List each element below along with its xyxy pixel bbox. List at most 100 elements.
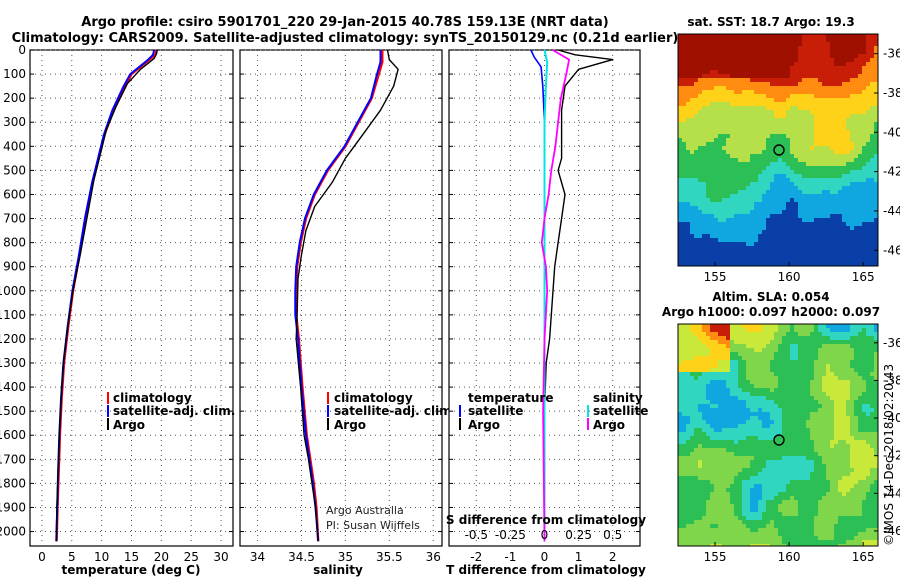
map-cell [754,348,759,353]
map-cell [750,58,755,63]
map-cell [678,94,683,99]
map-cell [866,408,871,413]
map-cell [762,460,767,465]
map-cell [742,396,747,401]
map-cell [786,234,791,239]
map-cell [870,352,875,357]
map-cell [874,456,879,461]
map-cell [730,102,735,107]
map-cell [826,98,831,103]
map-cell [842,460,847,465]
map-cell [834,324,839,329]
map-cell [694,78,699,83]
map-cell [858,380,863,385]
map-cell [790,178,795,183]
map-cell [758,194,763,199]
map-cell [734,42,739,47]
map-cell [798,178,803,183]
map-cell [786,242,791,247]
map-cell [862,210,867,215]
map-cell [742,340,747,345]
map-cell [834,262,839,267]
map-cell [834,94,839,99]
map-cell [734,54,739,59]
map-cell [774,376,779,381]
map-cell [686,254,691,259]
map-cell [766,174,771,179]
map-cell [758,258,763,263]
map-cell [770,242,775,247]
map-cell [698,384,703,389]
map-cell [838,186,843,191]
map-cell [870,70,875,75]
map-cell [802,452,807,457]
map-cell [814,440,819,445]
map-cell [750,102,755,107]
map-cell [694,400,699,405]
map-cell [858,254,863,259]
map-cell [722,246,727,251]
map-cell [718,118,723,123]
map-cell [706,54,711,59]
map-cell [782,58,787,63]
map-cell [874,78,879,83]
map-cell [750,420,755,425]
legend-satellite-swatch [107,405,109,417]
map-cell [798,142,803,147]
map-cell [870,324,875,329]
map-cell [718,178,723,183]
map-cell [798,218,803,223]
map-cell [862,400,867,405]
map-cell [818,130,823,135]
map-cell [690,324,695,329]
map-cell [846,372,851,377]
map-cell [730,360,735,365]
map-cell [766,166,771,171]
map-cell [698,86,703,91]
map-cell [794,146,799,151]
map-cell [702,206,707,211]
map-cell [742,214,747,219]
map-cell [722,396,727,401]
map-cell [726,134,731,139]
map-cell [774,198,779,203]
map-cell [774,214,779,219]
map-cell [678,154,683,159]
map-cell [822,146,827,151]
map-cell [746,154,751,159]
map-cell [738,214,743,219]
map-cell [730,344,735,349]
map-cell [710,440,715,445]
map-cell [718,344,723,349]
map-cell [710,114,715,119]
map-cell [822,242,827,247]
map-cell [706,186,711,191]
map-cell [846,90,851,95]
map-cell [846,194,851,199]
map-cell [762,258,767,263]
map-cell [834,242,839,247]
map-cell [698,348,703,353]
map-cell [866,138,871,143]
map-cell [722,352,727,357]
map-cell [678,202,683,207]
map-cell [870,86,875,91]
map-cell [786,110,791,115]
map-cell [722,254,727,259]
map-cell [798,138,803,143]
map-cell [770,356,775,361]
map-cell [846,142,851,147]
map-cell [706,70,711,75]
map-cell [726,42,731,47]
map-cell [754,360,759,365]
map-cell [842,150,847,155]
map-cell [766,420,771,425]
map-cell [826,50,831,55]
map-cell [786,348,791,353]
map-cell [738,238,743,243]
map-cell [774,154,779,159]
map-cell [854,66,859,71]
map-cell [794,218,799,223]
map-cell [750,94,755,99]
map-cell [754,102,759,107]
